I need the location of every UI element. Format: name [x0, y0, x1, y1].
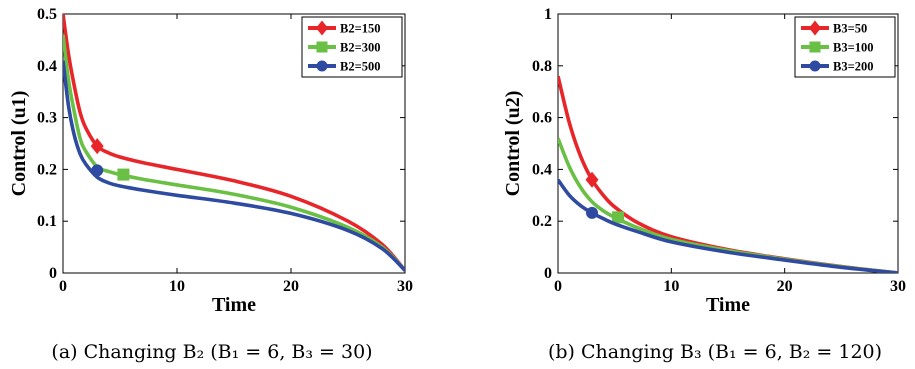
- series-marker-2: [91, 164, 104, 177]
- legend-entry-label: B2=150: [340, 22, 380, 36]
- x-tick-label: 20: [777, 278, 793, 295]
- legend-swatch-marker: [316, 60, 328, 72]
- chart-panel-b: 0 10 20 30 0 0.2 0.4 0.6 0.8 1 Time Control (u2) B3=…: [502, 6, 906, 363]
- x-tick-label: 30: [397, 278, 413, 295]
- plot-frame: [557, 13, 899, 274]
- panel-caption: (b) Changing B₃ (B₁ = 6, B₂ = 120): [548, 341, 882, 363]
- y-tick-label: 1: [544, 6, 552, 23]
- x-tick-label: 0: [59, 278, 67, 295]
- legend-swatch-marker: [809, 60, 821, 72]
- y-tick-label: 0.4: [37, 58, 57, 75]
- y-tick-label: 0.2: [532, 213, 552, 230]
- y-axis-label: Control (u2): [502, 91, 524, 197]
- y-tick-label: 0.4: [532, 161, 552, 178]
- x-axis-label: Time: [706, 294, 750, 316]
- x-tick-label: 20: [283, 278, 299, 295]
- series-line-2: [63, 60, 405, 272]
- y-tick-label: 0.3: [37, 110, 57, 127]
- legend-entry-label: B3=200: [833, 60, 873, 74]
- y-tick-label: 0.8: [532, 58, 552, 75]
- legend-entry-label: B2=300: [340, 41, 380, 55]
- x-tick-label: 10: [169, 278, 185, 295]
- x-axis-label: Time: [212, 294, 256, 316]
- series-marker-0: [90, 138, 104, 155]
- y-tick-label: 0: [544, 265, 552, 282]
- x-tick-label: 0: [554, 278, 562, 295]
- series-marker-0: [585, 171, 599, 188]
- panel-caption: (a) Changing B₂ (B₁ = 6, B₃ = 30): [51, 341, 372, 363]
- plot-frame: [62, 13, 406, 274]
- legend-swatch-marker: [316, 20, 328, 36]
- x-tick-label: 10: [663, 278, 679, 295]
- y-axis-label: Control (u1): [8, 91, 30, 197]
- y-tick-label: 0.1: [37, 213, 57, 230]
- series-line-0: [558, 75, 898, 273]
- y-tick-label: 0.2: [37, 161, 57, 178]
- legend-swatch-marker: [809, 20, 821, 36]
- x-tick-label: 30: [890, 278, 906, 295]
- series-marker-2: [586, 206, 598, 219]
- series-marker-1: [117, 168, 130, 181]
- y-tick-label: 0.6: [532, 110, 552, 127]
- legend-swatch-marker: [809, 41, 821, 53]
- y-tick-label: 0: [49, 265, 57, 282]
- legend-entry-label: B3=100: [833, 41, 873, 55]
- legend-entry-label: B3=50: [833, 22, 867, 36]
- series-line-0: [63, 14, 405, 272]
- legend-swatch-marker: [316, 41, 328, 53]
- chart-panel-a: 0 10 20 30 0 0.1 0.2 0.3 0.4 0.5 Time Control (u1) B…: [8, 6, 413, 363]
- y-tick-label: 0.5: [37, 6, 57, 23]
- series-line-2: [558, 178, 898, 273]
- series-marker-1: [612, 211, 625, 224]
- legend-entry-label: B2=500: [340, 60, 380, 74]
